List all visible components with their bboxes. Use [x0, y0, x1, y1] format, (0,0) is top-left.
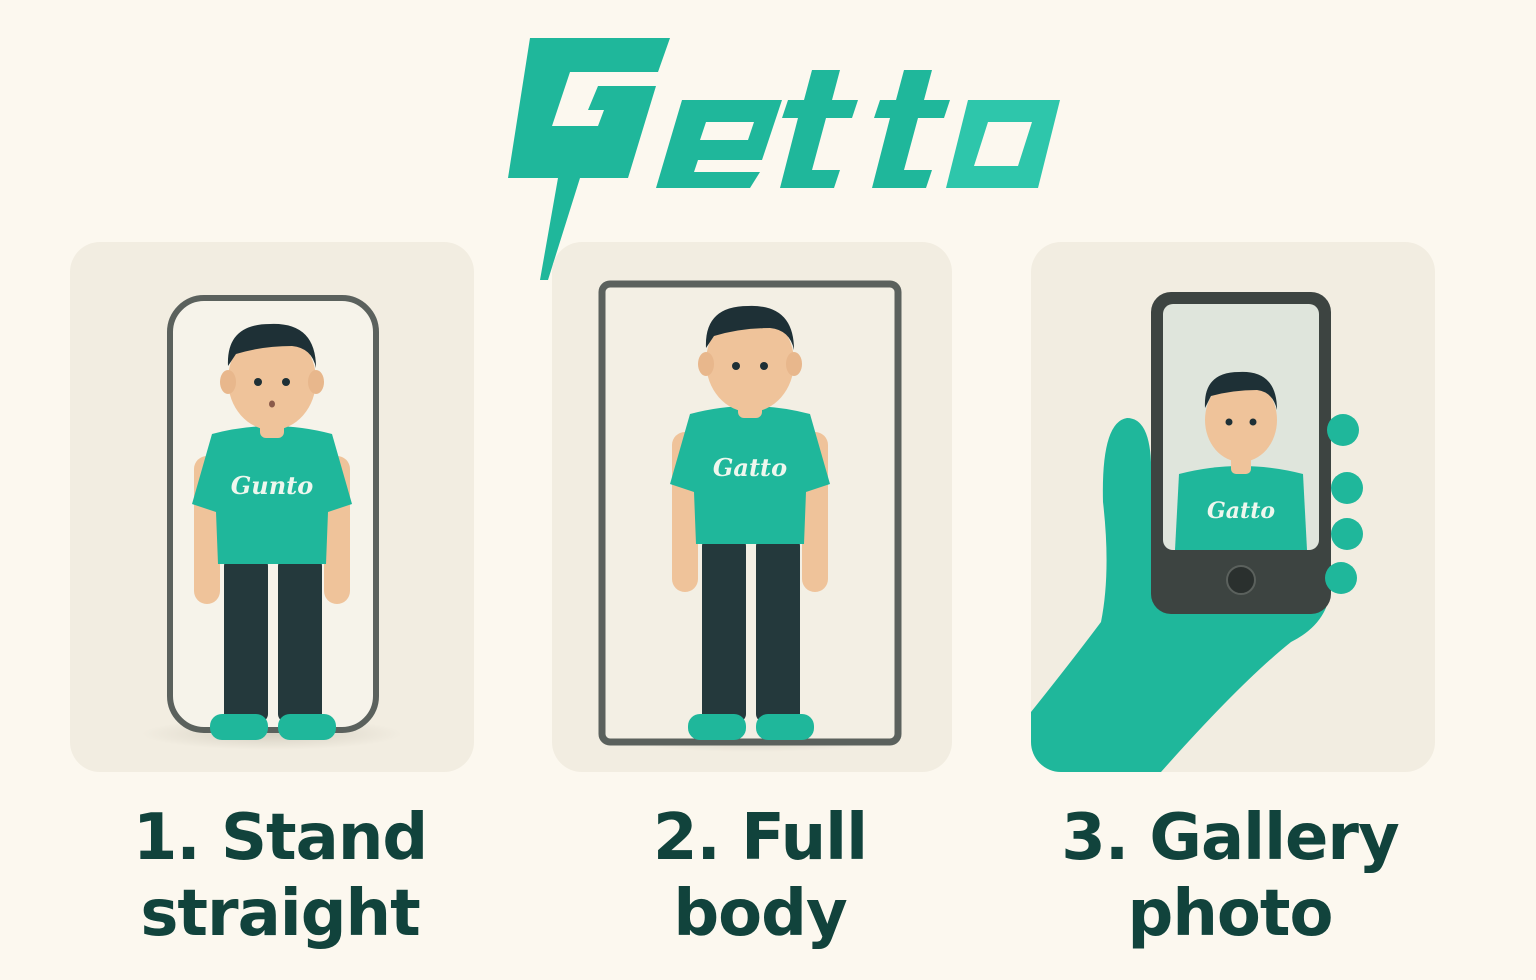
- logo-wordmark-icon: [508, 38, 1060, 280]
- step-2-card: Gatto: [552, 242, 952, 772]
- full-body-frame-icon: Gatto: [598, 280, 902, 752]
- shirt-text: Gunto: [231, 471, 314, 500]
- step-2-line2: body: [673, 877, 847, 951]
- step-3-line1: 3. Gallery: [1061, 801, 1399, 875]
- shirt-text: Gatto: [1207, 498, 1275, 524]
- step-1-line2: straight: [140, 877, 420, 951]
- mirror-frame-icon: Gunto: [142, 295, 402, 750]
- step-3-card: Gatto: [1031, 242, 1435, 772]
- step-3-line2: photo: [1127, 877, 1334, 951]
- step-2-caption: 2. Full body: [530, 800, 990, 952]
- step-2-line1: 2. Full: [652, 801, 868, 875]
- step-1-caption: 1. Stand straight: [50, 800, 510, 952]
- step-1-card: Gunto: [70, 242, 474, 772]
- phone-in-hand-icon: Gatto: [1031, 292, 1363, 772]
- step-1-line1: 1. Stand: [132, 801, 428, 875]
- shirt-text: Gatto: [713, 453, 787, 482]
- getto-logo: [460, 30, 1080, 290]
- step-3-caption: 3. Gallery photo: [1000, 800, 1460, 952]
